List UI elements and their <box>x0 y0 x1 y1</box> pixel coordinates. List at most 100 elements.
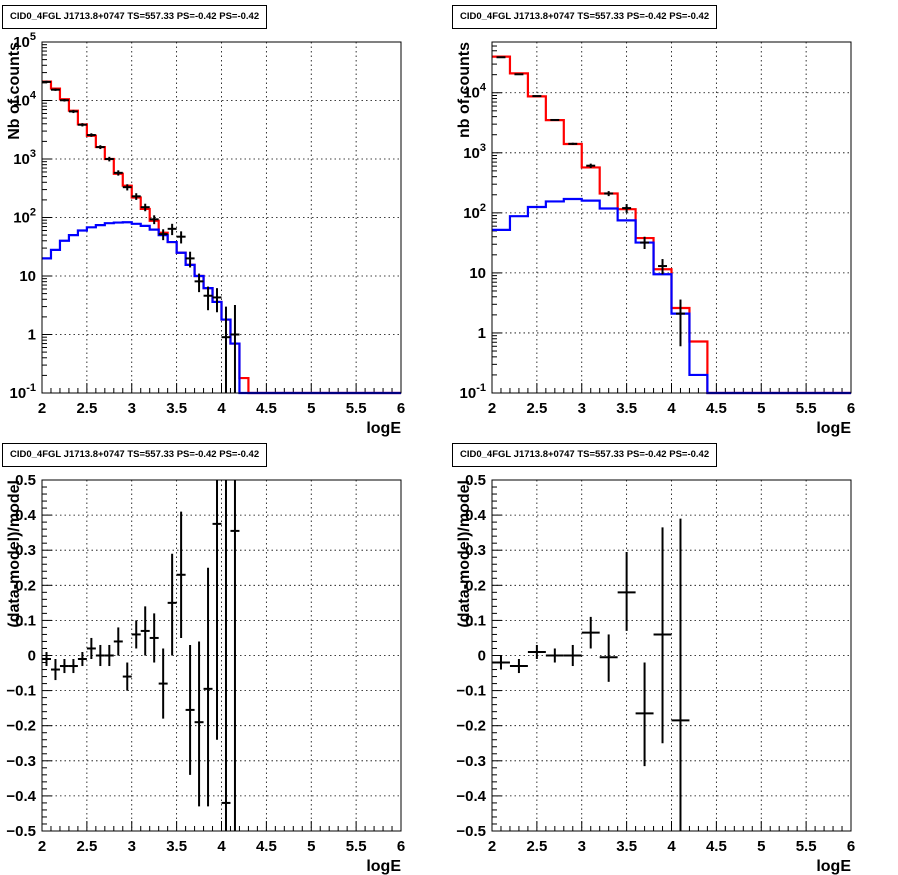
data-point <box>95 145 105 150</box>
data-point <box>509 659 528 674</box>
y-tick-label: 104 <box>463 82 487 102</box>
data-point <box>203 286 213 311</box>
y-tick-label: 0.3 <box>465 542 486 559</box>
x-tick-label: 4 <box>667 400 676 417</box>
data-point <box>158 648 168 719</box>
data-point <box>604 191 614 197</box>
data-point <box>149 215 159 225</box>
data-point <box>59 659 69 674</box>
y-tick-label: −0.3 <box>6 753 36 770</box>
data-point <box>86 637 96 660</box>
x-tick-label: 4.5 <box>706 400 727 417</box>
y-tick-label: −0.5 <box>456 823 486 840</box>
data-point <box>203 567 213 807</box>
x-tick-label: 3 <box>128 400 136 417</box>
data-point <box>221 480 231 831</box>
y-axis-label: (data-model)/model <box>456 480 473 628</box>
panel-2: 2 2.5 3 3.5 4 4.5 5 5.5 6 10-1 1 10 102 103 104 logE nb … <box>456 41 855 437</box>
data-point <box>496 56 506 59</box>
x-tick-label: 6 <box>847 838 855 855</box>
data-point <box>653 527 672 744</box>
data-point <box>68 109 78 114</box>
x-tick-label: 6 <box>397 838 405 855</box>
data-point <box>104 644 114 667</box>
x-tick-label: 5.5 <box>346 400 367 417</box>
y-tick-label: 105 <box>13 31 36 51</box>
data-point <box>122 184 132 191</box>
y-tick-label: 0.1 <box>465 612 486 629</box>
y-tick-label: 0 <box>478 648 486 665</box>
data-point <box>194 273 204 293</box>
data-point <box>50 659 60 681</box>
y-tick-label: −0.3 <box>456 753 486 770</box>
data-point <box>167 553 177 656</box>
x-tick-label: 2.5 <box>526 838 547 855</box>
data-point <box>158 229 168 241</box>
x-tick-label: 4 <box>217 838 226 855</box>
x-tick-label: 4.5 <box>256 400 277 417</box>
data-point <box>675 299 685 347</box>
data-point <box>86 133 96 137</box>
data-point <box>212 480 222 740</box>
data-point <box>194 641 204 807</box>
y-tick-label: 0.1 <box>15 612 36 629</box>
data-point <box>176 511 186 638</box>
series-line-source-model <box>492 197 851 395</box>
x-tick-label: 4 <box>217 400 226 417</box>
data-point <box>599 634 618 682</box>
data-point <box>77 123 87 127</box>
x-tick-label: 5 <box>757 400 765 417</box>
data-point <box>640 236 650 250</box>
y-tick-label: 0.4 <box>15 507 37 524</box>
data-point <box>167 223 177 236</box>
y-tick-label: 103 <box>463 142 486 162</box>
x-tick-label: 3.5 <box>616 400 637 417</box>
plot-frame <box>491 479 852 832</box>
data-point <box>563 644 582 667</box>
y-tick-label: 0.5 <box>15 472 36 489</box>
data-point <box>68 659 78 674</box>
x-tick-label: 2 <box>38 400 46 417</box>
x-tick-label: 2.5 <box>76 838 97 855</box>
x-tick-label: 3 <box>128 838 136 855</box>
x-tick-label: 3 <box>578 838 586 855</box>
data-point <box>492 655 510 670</box>
data-point <box>42 80 51 84</box>
x-tick-label: 4 <box>667 838 676 855</box>
y-tick-label: 1 <box>28 327 36 344</box>
y-tick-label: 0 <box>28 648 36 665</box>
x-tick-label: 3.5 <box>166 838 187 855</box>
x-tick-label: 5 <box>757 838 765 855</box>
data-point <box>514 73 524 76</box>
data-point <box>131 193 141 200</box>
data-point <box>185 644 195 775</box>
y-tick-label: −0.4 <box>6 788 36 805</box>
data-point <box>545 648 564 663</box>
y-tick-label: 102 <box>463 202 486 222</box>
x-tick-label: 4.5 <box>706 838 727 855</box>
data-point <box>635 662 654 767</box>
data-point <box>50 88 60 91</box>
data-point <box>550 118 560 121</box>
x-tick-label: 5 <box>307 400 315 417</box>
x-tick-label: 2.5 <box>526 400 547 417</box>
y-tick-label: −0.2 <box>456 718 486 735</box>
y-axis-label: nb of counts <box>456 42 473 138</box>
panel-3: 2 2.5 3 3.5 4 4.5 5 5.5 6 −0.5 −0.4 −0.3 −0.2 −0.1 0 0.… <box>6 472 405 875</box>
data-point <box>95 644 105 667</box>
plot-frame <box>491 41 852 394</box>
data-point <box>176 231 186 244</box>
y-tick-label: 0.5 <box>465 472 486 489</box>
x-tick-label: 3 <box>578 400 586 417</box>
data-point <box>122 662 132 691</box>
data-point <box>586 163 596 168</box>
series-line-total-model <box>492 55 851 395</box>
panel-4: 2 2.5 3 3.5 4 4.5 5 5.5 6 −0.5 −0.4 −0.3 −0.2 −0.1 0 0.… <box>456 472 855 875</box>
y-axis-label: Nb of counts <box>6 42 23 140</box>
x-axis-label: logE <box>366 420 401 437</box>
y-tick-label: 10-1 <box>10 382 36 402</box>
x-tick-label: 4.5 <box>256 838 277 855</box>
y-tick-label: 103 <box>13 148 36 168</box>
data-point <box>149 613 159 663</box>
